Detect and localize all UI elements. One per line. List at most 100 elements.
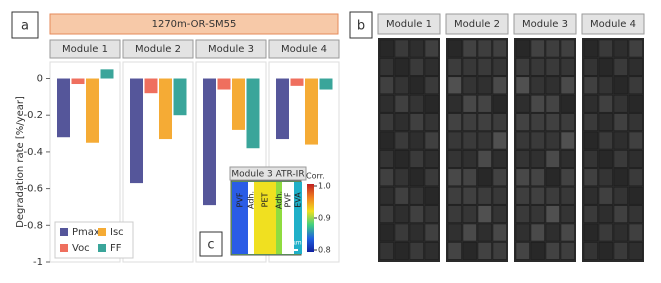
solar-cell: [560, 205, 575, 223]
solar-cell: [613, 205, 628, 223]
solar-cell: [462, 242, 477, 260]
solar-cell: [613, 242, 628, 260]
y-axis-label: Degradation rate [%/year]: [15, 96, 26, 228]
solar-cell: [492, 150, 507, 168]
solar-cell: [394, 150, 409, 168]
bar: [246, 78, 260, 149]
solar-cell: [613, 39, 628, 58]
bar: [100, 69, 114, 79]
solar-cell: [424, 223, 439, 242]
legend-label: FF: [110, 243, 122, 254]
solar-cell: [613, 58, 628, 76]
image-header: [377, 13, 441, 35]
solar-cell: [560, 223, 575, 242]
bar: [203, 78, 216, 206]
solar-cell: [613, 131, 628, 150]
solar-cell: [598, 168, 613, 187]
bar: [276, 78, 289, 140]
solar-cell: [515, 94, 530, 113]
solar-cell: [560, 39, 575, 58]
chart-title: 1270m-OR-SM55: [152, 19, 237, 30]
solar-cell: [492, 168, 507, 187]
solar-cell: [447, 113, 462, 131]
solar-cell: [628, 168, 643, 187]
solar-cell: [613, 186, 628, 205]
facet-label: Module 1: [62, 44, 108, 55]
solar-cell: [545, 168, 560, 187]
solar-cell: [394, 94, 409, 113]
solar-cell: [379, 94, 394, 113]
solar-cell: [560, 150, 575, 168]
solar-cell: [628, 39, 643, 58]
bar: [305, 78, 318, 145]
solar-cell: [560, 168, 575, 187]
solar-cell: [545, 58, 560, 76]
solar-cell: [462, 76, 477, 95]
solar-cell: [394, 76, 409, 95]
solar-cell: [598, 186, 613, 205]
solar-cell: [530, 168, 545, 187]
solar-cell: [394, 205, 409, 223]
inset-stripe: [276, 182, 282, 254]
legend-label: Voc: [72, 243, 90, 254]
solar-cell: [462, 94, 477, 113]
inset-layer-label: Adh.: [247, 191, 256, 209]
solar-cell: [583, 186, 598, 205]
solar-cell: [545, 223, 560, 242]
bar: [57, 78, 70, 138]
bar: [144, 78, 158, 94]
panel-label-box: [349, 11, 373, 39]
solar-cell: [492, 58, 507, 76]
bar: [217, 78, 231, 90]
solar-cell: [462, 186, 477, 205]
solar-cell: [530, 131, 545, 150]
solar-cell: [424, 150, 439, 168]
inset-stripe: [232, 182, 248, 254]
solar-cell: [545, 186, 560, 205]
scale-bar-label: 20 μm: [282, 240, 301, 247]
solar-cell: [447, 205, 462, 223]
solar-cell: [628, 186, 643, 205]
solar-cell: [462, 168, 477, 187]
solar-cell: [560, 76, 575, 95]
solar-cell: [379, 58, 394, 76]
y-tick-label: -0.6: [23, 184, 43, 195]
legend-swatch: [60, 228, 68, 236]
solar-cell: [530, 39, 545, 58]
colorbar-tick-label: 1.0: [318, 182, 331, 191]
solar-cell: [462, 39, 477, 58]
solar-cell: [462, 150, 477, 168]
solar-cell: [379, 131, 394, 150]
solar-cell: [477, 131, 492, 150]
solar-cell: [515, 242, 530, 260]
solar-cell: [515, 150, 530, 168]
facet-header: [49, 39, 121, 59]
solar-cell: [379, 205, 394, 223]
solar-cell: [394, 131, 409, 150]
solar-cell: [379, 113, 394, 131]
solar-cell: [409, 39, 424, 58]
solar-cell: [424, 242, 439, 260]
solar-cell: [583, 39, 598, 58]
solar-cell: [583, 113, 598, 131]
solar-cell: [530, 76, 545, 95]
solar-cell: [545, 94, 560, 113]
solar-cell: [598, 205, 613, 223]
legend-label: Isc: [110, 227, 124, 238]
solar-cell: [447, 168, 462, 187]
facet-label: Module 4: [281, 44, 327, 55]
solar-cell: [379, 76, 394, 95]
solar-cell: [447, 39, 462, 58]
solar-cell: [583, 76, 598, 95]
solar-cell: [598, 223, 613, 242]
bar: [173, 78, 187, 116]
image-header: [513, 13, 577, 35]
solar-cell: [613, 223, 628, 242]
title-bar: [49, 13, 339, 35]
solar-cell: [477, 168, 492, 187]
inset-layer-label: PVF: [236, 192, 245, 207]
solar-cell: [598, 94, 613, 113]
solar-cell: [613, 150, 628, 168]
solar-cell: [447, 150, 462, 168]
solar-cell: [409, 94, 424, 113]
